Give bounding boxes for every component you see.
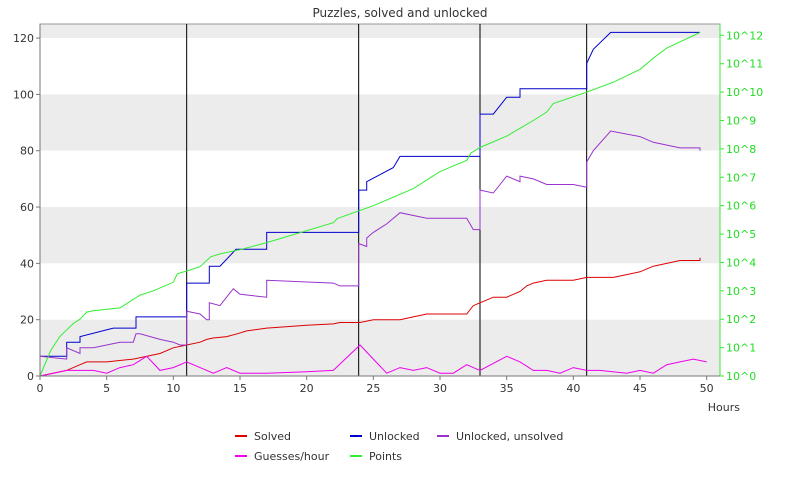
legend-label: Unlocked, unsolved — [456, 430, 563, 443]
y2-tick-label: 10^8 — [726, 143, 756, 156]
plot-bands — [40, 24, 720, 376]
x-tick-label: 25 — [366, 382, 380, 395]
y2-tick-label: 10^10 — [726, 86, 763, 99]
y2-tick-label: 10^7 — [726, 171, 756, 184]
y2-tick-label: 10^0 — [726, 370, 756, 383]
legend-label: Solved — [254, 430, 291, 443]
plot-band — [40, 263, 720, 319]
y2-tick-label: 10^6 — [726, 200, 756, 213]
plot-band — [40, 94, 720, 150]
plot-band — [40, 38, 720, 94]
y-tick-label: 100 — [13, 88, 34, 101]
legend: Solved Unlocked Unlocked, unsolved Guesses/… — [235, 430, 563, 463]
y2-tick-label: 10^4 — [726, 256, 756, 269]
y2-tick-label: 10^9 — [726, 115, 756, 128]
x-axis-label: Hours — [708, 401, 740, 414]
y-tick-label: 120 — [13, 32, 34, 45]
x-tick-label: 35 — [500, 382, 514, 395]
legend-label: Guesses/hour — [254, 450, 330, 463]
plot-band — [40, 151, 720, 207]
y-tick-label: 0 — [27, 370, 34, 383]
legend-label: Unlocked — [369, 430, 420, 443]
y-tick-label: 20 — [20, 314, 34, 327]
x-tick-label: 45 — [633, 382, 647, 395]
y2-tick-label: 10^3 — [726, 285, 756, 298]
plot-band — [40, 320, 720, 376]
plot-band — [40, 24, 720, 38]
x-tick-label: 15 — [233, 382, 247, 395]
x-tick-label: 30 — [433, 382, 447, 395]
y-tick-label: 80 — [20, 145, 34, 158]
y2-tick-label: 10^1 — [726, 342, 756, 355]
x-tick-label: 40 — [566, 382, 580, 395]
y2-tick-label: 10^5 — [726, 228, 756, 241]
chart-title: Puzzles, solved and unlocked — [312, 6, 487, 20]
x-tick-label: 0 — [37, 382, 44, 395]
y2-tick-label: 10^11 — [726, 58, 763, 71]
x-tick-label: 20 — [300, 382, 314, 395]
legend-label: Points — [369, 450, 402, 463]
y-tick-label: 60 — [20, 201, 34, 214]
x-tick-label: 50 — [700, 382, 714, 395]
x-tick-label: 5 — [103, 382, 110, 395]
y2-tick-label: 10^2 — [726, 313, 756, 326]
x-tick-label: 10 — [166, 382, 180, 395]
plot-band — [40, 207, 720, 263]
y-tick-label: 40 — [20, 257, 34, 270]
y2-tick-label: 10^12 — [726, 29, 763, 42]
